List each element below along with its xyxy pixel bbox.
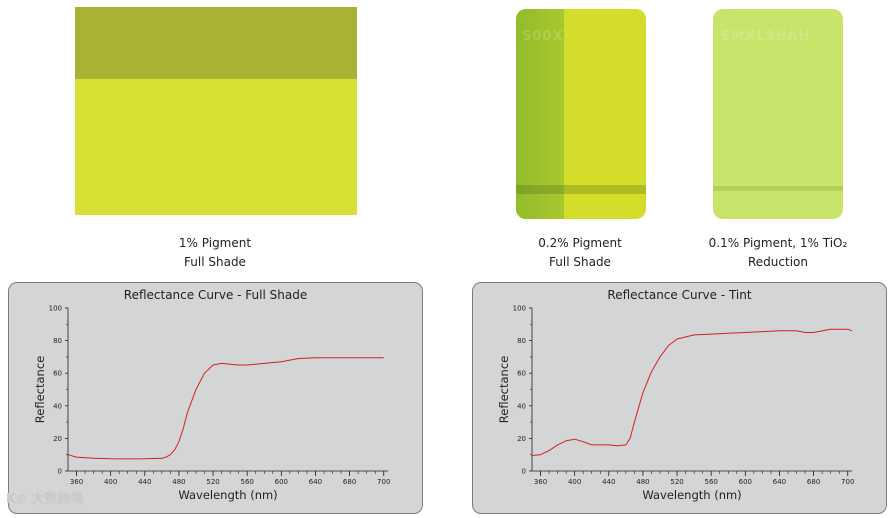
y-axis-label-1: Reflectance [497,356,511,423]
x-axis-label-0: Wavelength (nm) [178,488,277,502]
full-shade-swatch-top-band [75,7,357,79]
y-tick-label-1-5: 100 [513,305,526,313]
reflectance-chart-full-shade: Reflectance Curve - Full Shade 0 20 40 60 80 1… [8,282,423,514]
y-tick-label-0-0: 0 [58,468,62,476]
reflectance-line-1-0 [531,328,853,456]
tint-0-2-swatch-label: S00X [522,29,564,44]
x-axis-label-1: Wavelength (nm) [642,488,741,502]
x-tick-label-0-6: 600 [275,478,288,486]
y-tick-label-0-5: 100 [49,305,62,313]
tint-0-2-caption-line2: Full Shade [549,255,611,269]
chart-title-1: Reflectance Curve - Tint [607,288,751,302]
reflectance-line-0-0 [67,357,384,460]
x-tick-label-0-9: 700 [377,478,390,486]
x-tick-label-0-3: 480 [172,478,185,486]
x-tick-label-1-1: 400 [568,478,581,486]
tint-0-2-caption: 0.2% Pigment Full Shade [500,234,660,272]
x-tick-label-0-0: 360 [70,478,83,486]
y-tick-label-0-3: 60 [53,370,62,378]
y-tick-label-1-0: 0 [522,468,526,476]
full-shade-caption: 1% Pigment Full Shade [135,234,295,272]
y-tick-label-1-1: 20 [517,435,526,443]
tint-0-1-caption-line2: Reduction [748,255,808,269]
y-tick-label-1-2: 40 [517,402,526,410]
x-tick-label-0-5: 560 [241,478,254,486]
x-tick-label-1-8: 680 [807,478,820,486]
x-tick-label-1-0: 360 [534,478,547,486]
x-tick-label-1-9: 700 [841,478,854,486]
tint-0-2-swatch: S00X [516,9,646,219]
x-tick-label-1-5: 560 [705,478,718,486]
tint-0-2-swatch-band [516,185,646,194]
full-shade-caption-line1: 1% Pigment [178,236,252,250]
x-tick-label-0-7: 640 [309,478,322,486]
x-tick-label-0-1: 400 [104,478,117,486]
y-tick-label-0-4: 80 [53,337,62,345]
tint-0-2-caption-line1: 0.2% Pigment [538,236,622,250]
y-tick-label-0-2: 40 [53,402,62,410]
x-tick-label-0-8: 680 [343,478,356,486]
full-shade-swatch [75,7,357,215]
chart-svg-0: Reflectance Curve - Full Shade 0 20 40 60 80 1… [33,288,390,502]
tint-0-1-swatch-band [713,186,843,191]
x-tick-label-0-2: 440 [138,478,151,486]
x-tick-label-1-3: 480 [636,478,649,486]
x-tick-label-1-7: 640 [773,478,786,486]
y-axis-label-0: Reflectance [33,356,47,423]
reflectance-chart-tint: Reflectance Curve - Tint 0 20 40 60 80 100 360 4… [472,282,887,514]
tint-0-1-caption-line1: 0.1% Pigment, 1% TiO₂ [708,236,848,250]
x-tick-label-1-2: 440 [602,478,615,486]
full-shade-caption-line2: Full Shade [184,255,246,269]
x-tick-label-1-4: 520 [670,478,683,486]
chart-title-0: Reflectance Curve - Full Shade [124,288,307,302]
y-tick-label-0-1: 20 [53,435,62,443]
x-tick-label-1-6: 600 [739,478,752,486]
tint-0-1-swatch: SMXL9HAH [713,9,843,219]
watermark-logo: K⊙ 大数跨境 [6,492,84,507]
chart-svg-1: Reflectance Curve - Tint 0 20 40 60 80 100 360 4… [497,288,854,502]
tint-0-1-caption: 0.1% Pigment, 1% TiO₂ Reduction [688,234,868,272]
tint-0-2-swatch-left-strip [516,9,564,219]
y-tick-label-1-4: 80 [517,337,526,345]
y-tick-label-1-3: 60 [517,370,526,378]
x-tick-label-0-4: 520 [206,478,219,486]
tint-0-1-swatch-label: SMXL9HAH [721,29,811,44]
